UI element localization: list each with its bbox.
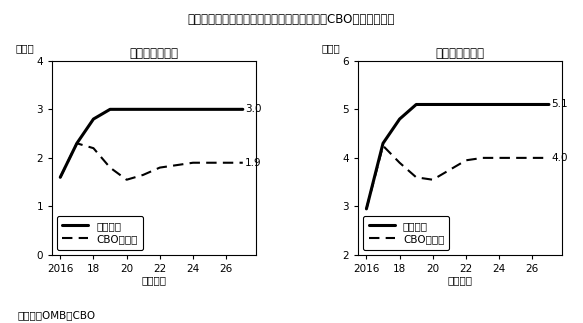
予算教書	[546, 102, 553, 106]
予算教書	[462, 102, 469, 106]
予算教書	[73, 141, 80, 145]
予算教書	[156, 107, 163, 111]
予算教書	[396, 117, 403, 121]
Legend: 予算教書, CBO見通し: 予算教書, CBO見通し	[57, 216, 143, 250]
CBO見通し	[380, 144, 387, 148]
予算教書	[479, 102, 486, 106]
CBO見通し	[223, 161, 230, 165]
CBO見通し	[546, 156, 553, 160]
予算教書	[363, 207, 370, 211]
Text: 5.1: 5.1	[552, 99, 568, 109]
予算教書	[123, 107, 130, 111]
CBO見通し	[123, 178, 130, 182]
予算教書	[189, 107, 196, 111]
Text: 1.9: 1.9	[245, 158, 262, 168]
予算教書	[446, 102, 453, 106]
CBO見通し	[173, 163, 180, 167]
CBO見通し	[57, 175, 64, 179]
CBO見通し	[363, 207, 370, 211]
CBO見通し	[90, 146, 97, 150]
CBO見通し	[446, 168, 453, 172]
予算教書	[173, 107, 180, 111]
CBO見通し	[429, 178, 436, 182]
予算教書	[107, 107, 114, 111]
予算教書	[429, 102, 436, 106]
予算教書	[529, 102, 536, 106]
CBO見通し	[73, 141, 80, 145]
予算教書	[140, 107, 147, 111]
Title: ＜実質成長率＞: ＜実質成長率＞	[129, 47, 178, 60]
予算教書	[239, 107, 246, 111]
Title: ＜名目成長率＞: ＜名目成長率＞	[436, 47, 484, 60]
予算教書	[512, 102, 519, 106]
CBO見通し	[496, 156, 503, 160]
Text: 図　予算教書における経済成長率の見通しとCBO見通しの比較: 図 予算教書における経済成長率の見通しとCBO見通しの比較	[188, 13, 395, 26]
CBO見通し	[206, 161, 213, 165]
Text: （％）: （％）	[321, 43, 340, 53]
CBO見通し	[529, 156, 536, 160]
予算教書	[57, 175, 64, 179]
Text: （出所）OMB、CBO: （出所）OMB、CBO	[17, 310, 96, 320]
予算教書	[90, 117, 97, 121]
Text: 3.0: 3.0	[245, 104, 262, 114]
CBO見通し	[462, 158, 469, 162]
予算教書	[496, 102, 503, 106]
X-axis label: （年度）: （年度）	[142, 276, 167, 286]
CBO見通し	[107, 166, 114, 170]
X-axis label: （年度）: （年度）	[448, 276, 473, 286]
CBO見通し	[512, 156, 519, 160]
CBO見通し	[413, 175, 420, 179]
Text: （％）: （％）	[15, 43, 34, 53]
予算教書	[380, 141, 387, 145]
CBO見通し	[189, 161, 196, 165]
Line: 予算教書: 予算教書	[367, 104, 549, 209]
Legend: 予算教書, CBO見通し: 予算教書, CBO見通し	[363, 216, 449, 250]
CBO見通し	[239, 161, 246, 165]
CBO見通し	[396, 161, 403, 165]
CBO見通し	[140, 173, 147, 177]
CBO見通し	[479, 156, 486, 160]
Line: 予算教書: 予算教書	[60, 109, 243, 177]
予算教書	[223, 107, 230, 111]
Line: CBO見通し: CBO見通し	[60, 143, 243, 180]
Text: 4.0: 4.0	[552, 153, 568, 163]
予算教書	[206, 107, 213, 111]
予算教書	[413, 102, 420, 106]
CBO見通し	[156, 166, 163, 170]
Line: CBO見通し: CBO見通し	[367, 146, 549, 209]
